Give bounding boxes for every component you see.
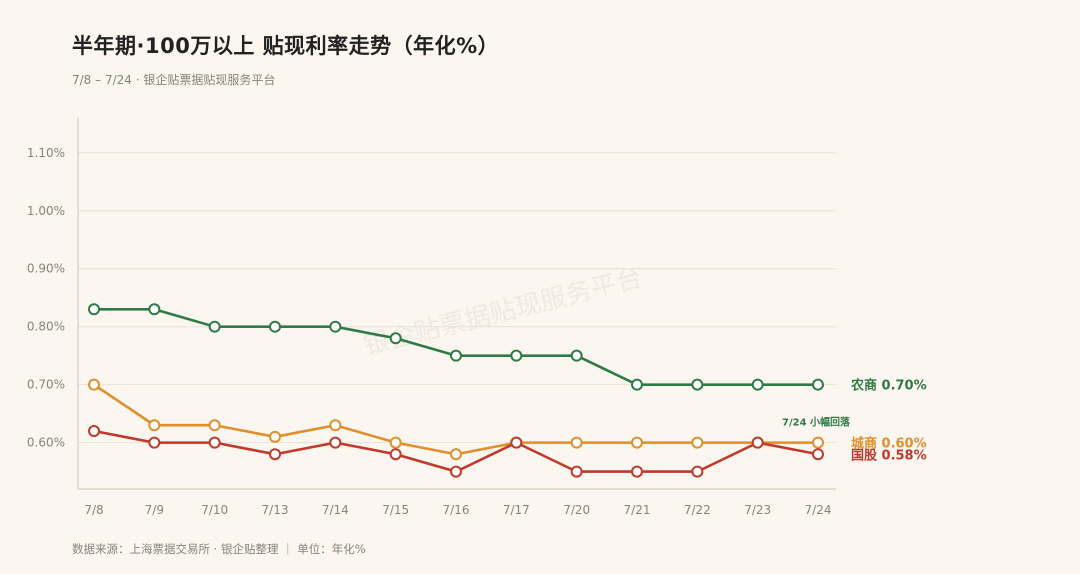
data-source-footer: 数据来源：上海票据交易所 · 银企贴整理 ｜ 单位：年化% <box>72 542 366 556</box>
x-tick-label: 7/17 <box>503 503 530 517</box>
data-point <box>812 378 824 391</box>
data-point <box>389 332 402 345</box>
data-point <box>329 320 342 333</box>
watermark: 银企贴票据贴现服务平台 <box>361 263 646 361</box>
data-point <box>691 436 704 449</box>
x-tick-label: 7/22 <box>684 503 711 517</box>
data-point <box>631 436 643 449</box>
data-point <box>631 378 643 391</box>
chart-subtitle: 7/8 – 7/24 · 银企贴票据贴现服务平台 <box>72 73 276 87</box>
data-point <box>148 436 161 449</box>
data-point <box>269 320 281 333</box>
data-point <box>208 320 221 333</box>
data-point <box>812 436 824 449</box>
x-tick-label: 7/9 <box>145 503 164 517</box>
data-point <box>389 436 402 449</box>
grid-lines <box>78 152 836 444</box>
data-point <box>450 448 462 461</box>
x-tick-label: 7/10 <box>201 503 228 517</box>
data-point <box>88 303 100 316</box>
y-tick-label: 0.80% <box>27 320 65 334</box>
axes: 0.60% 0.70% 0.80% 0.90% 1.00% 1.10% 7/8 7/9 7/10… <box>27 118 836 517</box>
y-tick-label: 0.90% <box>27 262 65 276</box>
data-point <box>329 419 342 432</box>
data-point <box>510 436 523 449</box>
data-point <box>208 436 221 449</box>
data-point <box>570 465 583 478</box>
data-point <box>148 419 161 432</box>
annotation-label: 7/24 小幅回落 <box>782 415 851 428</box>
data-point <box>450 349 462 362</box>
data-point <box>631 465 643 478</box>
y-tick-label: 1.00% <box>27 204 65 218</box>
x-tick-label: 7/13 <box>262 503 289 517</box>
data-point <box>88 425 100 438</box>
x-tick-label: 7/14 <box>322 503 349 517</box>
data-point <box>510 349 523 362</box>
x-tick-label: 7/16 <box>443 503 470 517</box>
labels: 农商 0.70% 城商 0.60%国股 0.58% 7/24 小幅回落 <box>782 378 927 464</box>
x-tick-label: 7/23 <box>744 503 771 517</box>
data-point <box>329 436 342 449</box>
x-tick-label: 7/20 <box>563 503 590 517</box>
data-point <box>88 378 100 391</box>
chart-title: 半年期·100万以上 贴现利率走势（年化%） <box>72 34 500 58</box>
data-point <box>751 436 764 449</box>
y-tick-label: 1.10% <box>27 146 65 160</box>
data-point <box>148 303 161 316</box>
x-tick-label: 7/15 <box>382 503 409 517</box>
x-tick-label: 7/8 <box>84 503 103 517</box>
data-point <box>450 465 462 478</box>
data-point <box>570 349 583 362</box>
series-lines <box>88 303 824 478</box>
data-point <box>269 448 281 461</box>
data-point <box>389 448 402 461</box>
data-point <box>208 419 221 432</box>
series-end-label: 国股 0.58% <box>851 449 927 464</box>
data-point <box>691 378 704 391</box>
series-end-label: 城商 0.60% <box>851 436 927 452</box>
data-point <box>691 465 704 478</box>
x-tick-label: 7/21 <box>624 503 651 517</box>
data-point <box>269 430 281 443</box>
series-end-label: 农商 0.70% <box>850 378 927 394</box>
y-tick-label: 0.70% <box>27 378 65 392</box>
data-point <box>751 378 764 391</box>
data-point <box>570 436 583 449</box>
x-tick-label: 7/24 <box>805 503 832 517</box>
y-tick-label: 0.60% <box>27 436 65 450</box>
data-point <box>812 448 824 461</box>
